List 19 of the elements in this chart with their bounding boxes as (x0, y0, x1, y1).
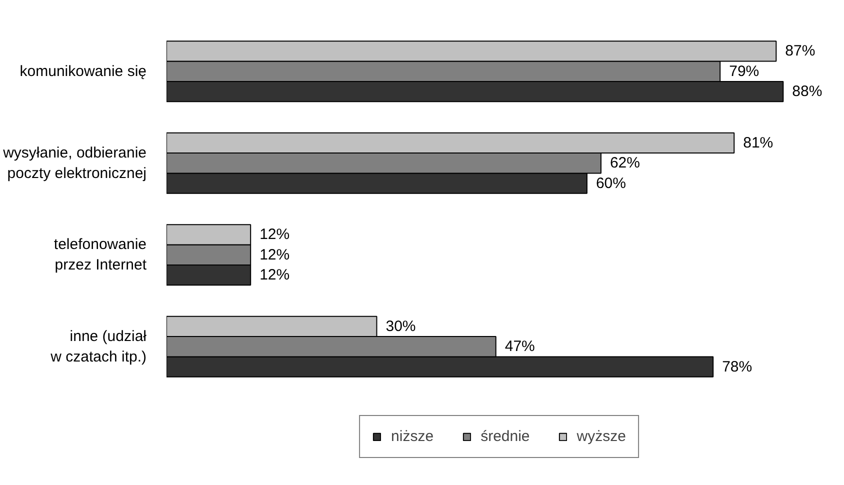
data-label: 60% (596, 174, 626, 192)
y-tick-label: telefonowanie przez Internet (54, 236, 148, 274)
legend-label: wyższe (576, 428, 626, 445)
y-tick-label: wysyłanie, odbieranie poczty elektronicznej (2, 144, 147, 182)
y-tick-label: komunikowanie się (20, 62, 147, 80)
data-label: 47% (504, 338, 535, 356)
legend-label: niższe (391, 428, 434, 445)
data-label: 87% (785, 42, 816, 60)
data-label: 12% (260, 226, 290, 244)
data-label: 81% (743, 134, 774, 152)
y-tick-label: inne (udział w czatach itp.) (50, 328, 148, 366)
data-label: 30% (386, 318, 416, 335)
data-label: 78% (722, 358, 752, 376)
legend-label: średnie (480, 428, 530, 445)
data-label: 12% (260, 246, 290, 264)
data-label: 88% (792, 83, 822, 100)
data-label: 62% (610, 154, 640, 172)
data-label: 79% (729, 62, 760, 80)
data-label: 12% (260, 266, 290, 284)
